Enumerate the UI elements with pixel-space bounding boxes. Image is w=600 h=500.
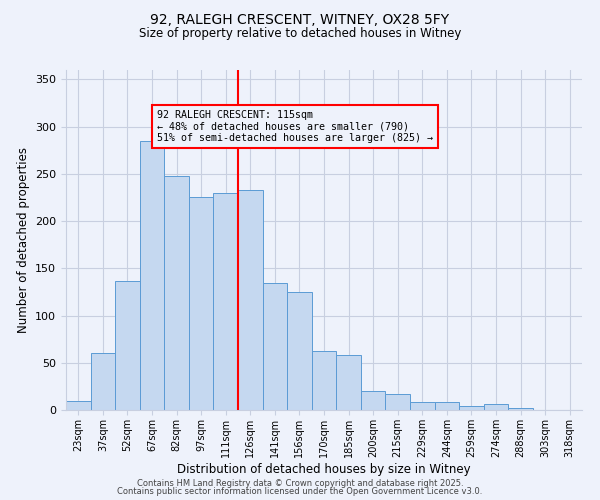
Bar	[385, 394, 410, 410]
Bar	[434, 402, 459, 410]
Bar	[312, 352, 336, 410]
Bar	[140, 141, 164, 410]
Y-axis label: Number of detached properties: Number of detached properties	[17, 147, 29, 333]
Bar	[263, 282, 287, 410]
Bar	[459, 406, 484, 410]
Bar	[410, 402, 434, 410]
Bar	[115, 280, 140, 410]
Bar	[189, 198, 214, 410]
Bar	[164, 176, 189, 410]
Text: 92 RALEGH CRESCENT: 115sqm
← 48% of detached houses are smaller (790)
51% of sem: 92 RALEGH CRESCENT: 115sqm ← 48% of deta…	[157, 110, 433, 143]
X-axis label: Distribution of detached houses by size in Witney: Distribution of detached houses by size …	[177, 462, 471, 475]
Text: Contains HM Land Registry data © Crown copyright and database right 2025.: Contains HM Land Registry data © Crown c…	[137, 478, 463, 488]
Text: 92, RALEGH CRESCENT, WITNEY, OX28 5FY: 92, RALEGH CRESCENT, WITNEY, OX28 5FY	[151, 12, 449, 26]
Text: Size of property relative to detached houses in Witney: Size of property relative to detached ho…	[139, 28, 461, 40]
Bar	[508, 408, 533, 410]
Bar	[214, 193, 238, 410]
Bar	[66, 400, 91, 410]
Bar	[287, 292, 312, 410]
Bar	[336, 355, 361, 410]
Bar	[361, 391, 385, 410]
Bar	[484, 404, 508, 410]
Text: Contains public sector information licensed under the Open Government Licence v3: Contains public sector information licen…	[118, 487, 482, 496]
Bar	[91, 354, 115, 410]
Bar	[238, 190, 263, 410]
